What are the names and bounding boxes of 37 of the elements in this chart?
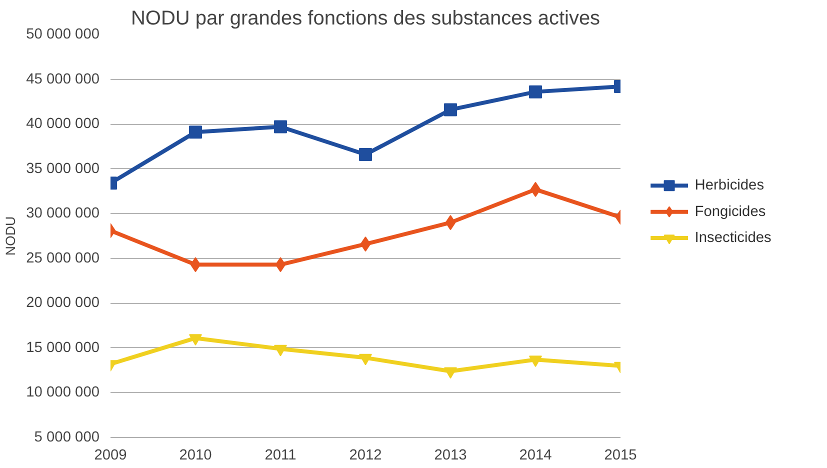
point: [529, 356, 542, 368]
x-tick-label: 2009: [94, 448, 127, 464]
y-tick-label: 15 000 000: [26, 340, 100, 356]
x-tick-label: 2014: [519, 448, 552, 464]
point: [189, 334, 202, 346]
legend-label: Insecticides: [694, 230, 772, 246]
y-tick-label: 50 000 000: [26, 26, 100, 42]
legend-label: Herbicides: [694, 178, 764, 194]
point: [189, 126, 202, 139]
y-tick-label: 30 000 000: [26, 206, 100, 222]
x-tick-label: 2011: [264, 448, 296, 464]
point: [359, 148, 372, 162]
y-tick-label: 45 000 000: [26, 71, 100, 88]
y-tick-label: 25 000 000: [26, 250, 100, 266]
y-tick-label: 35 000 000: [26, 160, 100, 177]
y-tick-label: 20 000 000: [26, 295, 100, 312]
point: [444, 367, 457, 379]
point: [274, 344, 287, 356]
y-axis-title: NODU: [3, 216, 18, 256]
point: [445, 215, 456, 230]
point: [530, 182, 541, 197]
x-tick-label: 2013: [434, 448, 467, 464]
point: [360, 236, 371, 252]
y-tick-label: 40 000 000: [26, 116, 100, 132]
x-tick-label: 2015: [604, 448, 637, 464]
point: [359, 354, 372, 366]
point: [275, 257, 286, 272]
point: [529, 85, 542, 98]
point: [444, 103, 457, 116]
y-tick-label: 5 000 000: [34, 430, 100, 446]
x-tick-label: 2012: [349, 448, 382, 464]
y-tick-label: 10 000 000: [26, 384, 100, 401]
point: [274, 120, 287, 134]
x-tick-label: 2010: [179, 448, 212, 464]
chart-title: NODU par grandes fonctions des substances actives: [130, 8, 600, 30]
point: [190, 257, 201, 272]
legend-label: Fongicides: [694, 204, 766, 220]
